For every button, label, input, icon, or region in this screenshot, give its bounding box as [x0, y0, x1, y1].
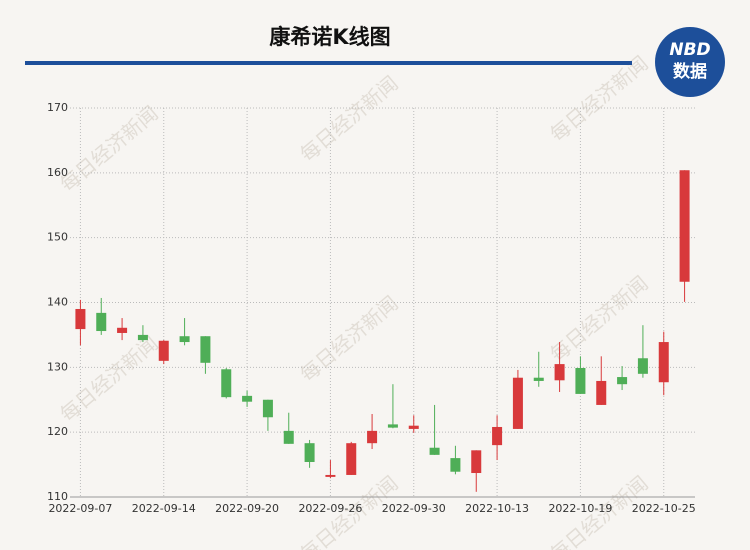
candle-body — [179, 336, 190, 343]
y-tick-label: 170 — [47, 101, 68, 114]
candle-body — [367, 430, 378, 444]
candle-body — [325, 474, 336, 477]
candle-body — [450, 458, 461, 472]
candle-body — [533, 377, 544, 381]
candle-body — [387, 424, 398, 428]
x-tick-label: 2022-10-25 — [632, 502, 696, 515]
x-tick-label: 2022-09-14 — [132, 502, 196, 515]
x-tick-label: 2022-09-30 — [382, 502, 446, 515]
candle-body — [137, 334, 148, 341]
y-tick-label: 160 — [47, 166, 68, 179]
candle-body — [658, 342, 669, 383]
y-tick-label: 130 — [47, 360, 68, 373]
candle-body — [242, 395, 253, 402]
candle-body — [429, 447, 440, 455]
chart-title: 康希诺K线图 — [269, 25, 390, 49]
title-rule — [25, 61, 632, 65]
candle-body — [554, 364, 565, 381]
candle-body — [262, 399, 273, 418]
x-tick-label: 2022-10-19 — [548, 502, 612, 515]
candle-body — [200, 336, 211, 363]
candle-body — [637, 358, 648, 374]
candle-body — [117, 327, 128, 333]
logo-badge — [655, 27, 725, 97]
logo-label: 数据 — [673, 61, 707, 82]
x-tick-label: 2022-09-07 — [48, 502, 112, 515]
x-tick-label: 2022-09-20 — [215, 502, 279, 515]
candle-body — [75, 308, 86, 330]
candle-body — [679, 170, 690, 282]
x-tick-label: 2022-10-13 — [465, 502, 529, 515]
candle-body — [304, 443, 315, 462]
candle-body — [408, 425, 419, 429]
candle-body — [492, 426, 503, 446]
candle-body — [158, 340, 169, 361]
candle-body — [512, 377, 523, 429]
candle-body — [346, 443, 357, 475]
candle-body — [596, 380, 607, 405]
candle-body — [575, 367, 586, 394]
logo-brand: NBD — [669, 40, 710, 60]
y-tick-label: 150 — [47, 231, 68, 244]
candle-body — [283, 430, 294, 444]
candle-body — [221, 369, 232, 398]
y-tick-label: 140 — [47, 296, 68, 309]
y-tick-label: 110 — [47, 490, 68, 503]
candle-body — [617, 377, 628, 385]
candle-body — [471, 450, 482, 474]
y-tick-label: 120 — [47, 425, 68, 438]
x-tick-label: 2022-09-26 — [298, 502, 362, 515]
candle-body — [96, 312, 107, 332]
